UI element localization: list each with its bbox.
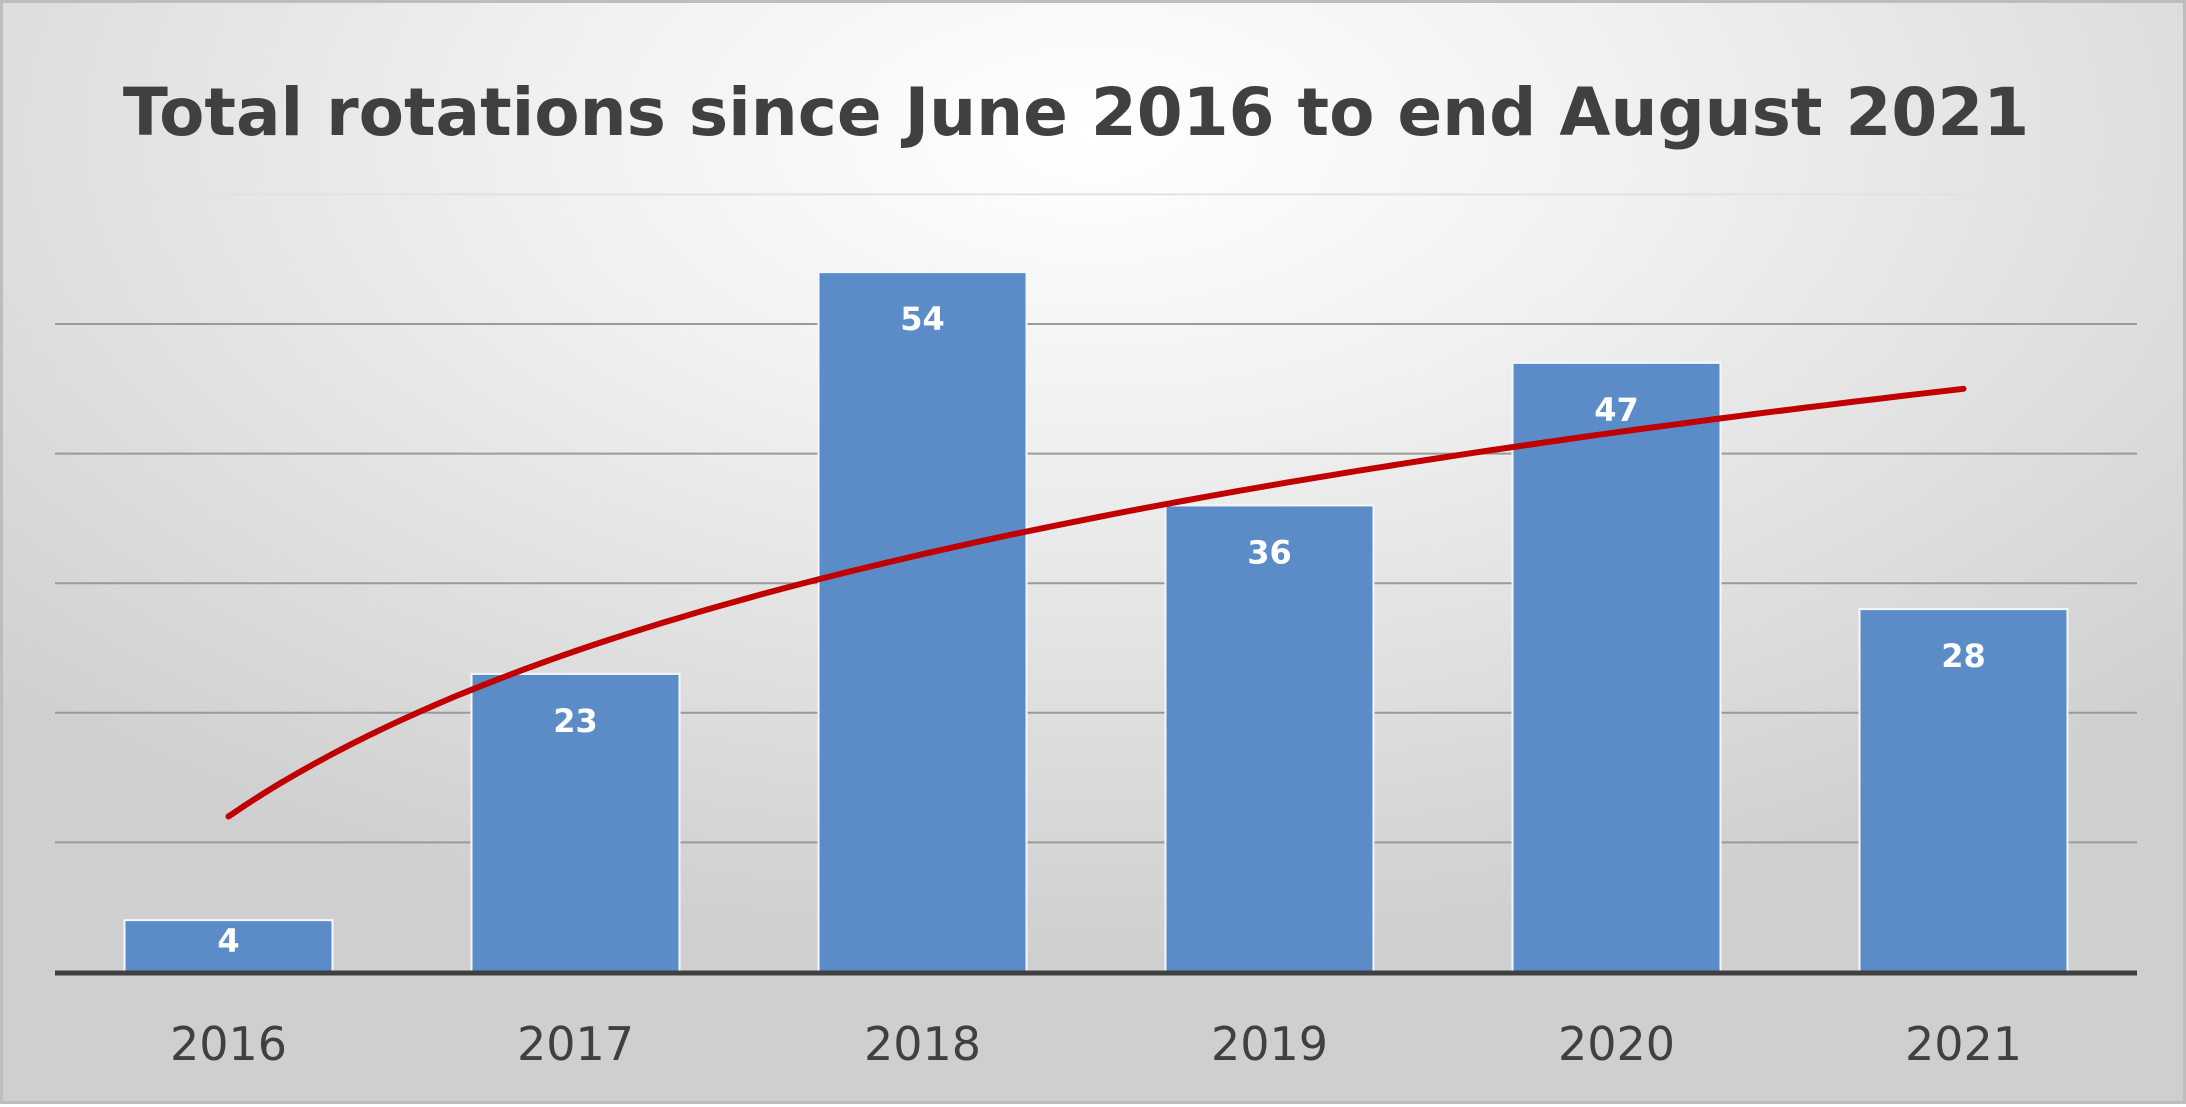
bar-chart: Total rotations since June 2016 to end A…: [55, 74, 2137, 1071]
bar-2019: [1164, 504, 1375, 973]
trendline: [225, 385, 1967, 820]
data-label-2016: 4: [217, 922, 239, 960]
data-label-2018: 54: [900, 300, 945, 338]
data-label-2019: 36: [1247, 533, 1292, 571]
bar-2021: [1858, 608, 2069, 973]
x-tick-2019: 2019: [1211, 1017, 1328, 1071]
data-label-2021: 28: [1941, 637, 1986, 675]
x-tick-2017: 2017: [517, 1017, 634, 1071]
bar-2017: [470, 672, 681, 973]
x-tick-2021: 2021: [1905, 1017, 2022, 1071]
data-label-2020: 47: [1594, 391, 1639, 429]
x-tick-2020: 2020: [1558, 1017, 1675, 1071]
x-tick-2016: 2016: [170, 1017, 287, 1071]
chart-title: Total rotations since June 2016 to end A…: [123, 74, 2029, 151]
x-axis: 2016 2017 2018 2019 2020 2021: [55, 970, 2137, 1071]
x-tick-2018: 2018: [864, 1017, 981, 1071]
bar-2020: [1511, 361, 1722, 973]
bars: [123, 271, 2069, 974]
gridlines: [55, 193, 2137, 844]
data-labels: 4 23 54 36 47 28: [217, 300, 1985, 960]
data-label-2017: 23: [553, 702, 598, 740]
trendline-layer: [225, 385, 1967, 820]
bar-2018: [817, 271, 1028, 974]
